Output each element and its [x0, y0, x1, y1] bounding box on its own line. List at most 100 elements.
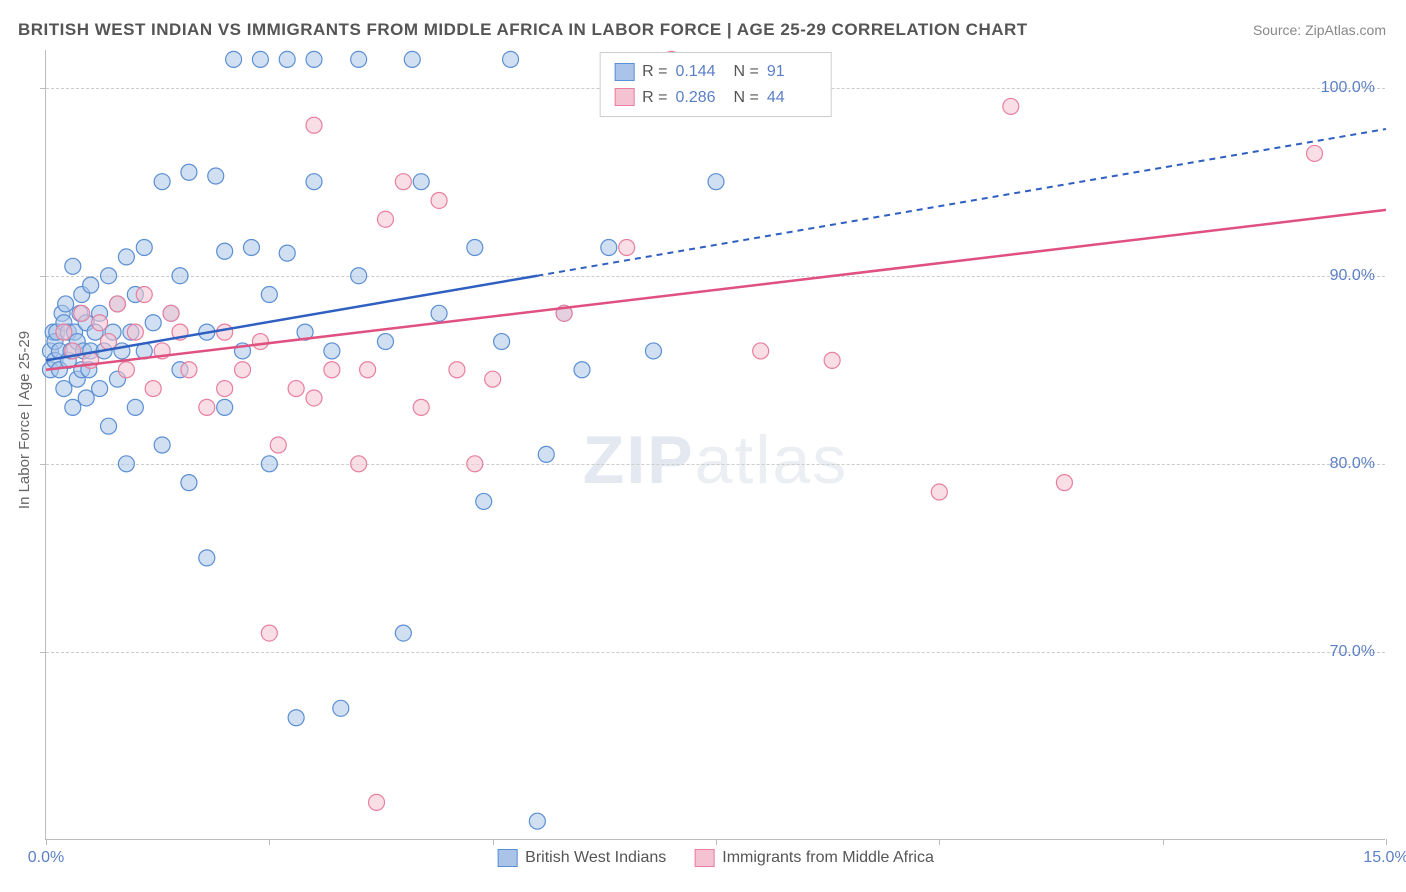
scatter-point — [199, 399, 215, 415]
scatter-point — [163, 305, 179, 321]
scatter-svg — [46, 50, 1385, 839]
scatter-point — [494, 334, 510, 350]
scatter-point — [101, 268, 117, 284]
correlation-legend: R = 0.144 N = 91 R = 0.286 N = 44 — [599, 52, 832, 117]
scatter-point — [619, 240, 635, 256]
scatter-point — [101, 418, 117, 434]
scatter-point — [306, 390, 322, 406]
scatter-point — [136, 240, 152, 256]
scatter-point — [199, 550, 215, 566]
scatter-point — [708, 174, 724, 190]
legend-row-2: R = 0.286 N = 44 — [614, 85, 817, 111]
scatter-point — [395, 174, 411, 190]
scatter-point — [351, 51, 367, 67]
scatter-point — [74, 305, 90, 321]
scatter-point — [538, 446, 554, 462]
scatter-point — [145, 381, 161, 397]
scatter-point — [288, 381, 304, 397]
scatter-point — [208, 168, 224, 184]
x-tick-label: 15.0% — [1363, 849, 1406, 867]
legend-label-bwi: British West Indians — [525, 849, 666, 867]
scatter-point — [449, 362, 465, 378]
scatter-point — [431, 192, 447, 208]
scatter-point — [476, 493, 492, 509]
scatter-point — [118, 249, 134, 265]
source-label: Source: ZipAtlas.com — [1253, 22, 1386, 38]
scatter-point — [931, 484, 947, 500]
scatter-point — [279, 245, 295, 261]
x-tick-label: 0.0% — [28, 849, 64, 867]
scatter-point — [413, 399, 429, 415]
scatter-point — [467, 456, 483, 472]
scatter-point — [395, 625, 411, 641]
scatter-point — [127, 399, 143, 415]
scatter-point — [360, 362, 376, 378]
legend-swatch-1 — [614, 63, 634, 81]
scatter-point — [1003, 98, 1019, 114]
scatter-point — [261, 287, 277, 303]
scatter-point — [181, 475, 197, 491]
scatter-point — [118, 456, 134, 472]
scatter-point — [92, 381, 108, 397]
scatter-point — [181, 164, 197, 180]
scatter-point — [65, 258, 81, 274]
scatter-point — [1307, 145, 1323, 161]
scatter-point — [324, 343, 340, 359]
r-value-1: 0.144 — [676, 59, 726, 85]
scatter-point — [217, 381, 233, 397]
y-axis-label: In Labor Force | Age 25-29 — [16, 331, 33, 509]
scatter-point — [252, 334, 268, 350]
scatter-point — [65, 399, 81, 415]
legend-swatch-2 — [614, 88, 634, 106]
legend-label-ima: Immigrants from Middle Africa — [722, 849, 934, 867]
scatter-point — [83, 277, 99, 293]
scatter-point — [181, 362, 197, 378]
scatter-point — [136, 287, 152, 303]
scatter-point — [753, 343, 769, 359]
scatter-point — [56, 381, 72, 397]
scatter-point — [172, 268, 188, 284]
scatter-point — [306, 117, 322, 133]
scatter-point — [118, 362, 134, 378]
n-value-2: 44 — [767, 85, 817, 111]
legend-swatch-ima — [694, 849, 714, 867]
scatter-point — [217, 399, 233, 415]
scatter-point — [529, 813, 545, 829]
n-value-1: 91 — [767, 59, 817, 85]
scatter-point — [351, 268, 367, 284]
trend-line — [46, 276, 537, 361]
scatter-point — [413, 174, 429, 190]
trend-line-extrapolated — [537, 129, 1386, 276]
scatter-point — [235, 362, 251, 378]
scatter-point — [485, 371, 501, 387]
scatter-point — [154, 437, 170, 453]
scatter-point — [154, 174, 170, 190]
scatter-point — [645, 343, 661, 359]
scatter-point — [58, 296, 74, 312]
chart-title: BRITISH WEST INDIAN VS IMMIGRANTS FROM M… — [18, 20, 1028, 40]
scatter-point — [503, 51, 519, 67]
scatter-point — [306, 51, 322, 67]
scatter-point — [1056, 475, 1072, 491]
legend-swatch-bwi — [497, 849, 517, 867]
scatter-point — [92, 315, 108, 331]
r-value-2: 0.286 — [676, 85, 726, 111]
scatter-point — [351, 456, 367, 472]
scatter-point — [601, 240, 617, 256]
scatter-point — [377, 334, 393, 350]
series-legend: British West Indians Immigrants from Mid… — [497, 849, 934, 867]
scatter-point — [369, 794, 385, 810]
scatter-point — [431, 305, 447, 321]
scatter-point — [145, 315, 161, 331]
scatter-point — [217, 324, 233, 340]
scatter-point — [217, 243, 233, 259]
scatter-point — [56, 324, 72, 340]
scatter-point — [101, 334, 117, 350]
scatter-point — [226, 51, 242, 67]
scatter-point — [243, 240, 259, 256]
scatter-point — [279, 51, 295, 67]
scatter-point — [270, 437, 286, 453]
scatter-point — [333, 700, 349, 716]
legend-row-1: R = 0.144 N = 91 — [614, 59, 817, 85]
trend-line — [46, 210, 1386, 370]
